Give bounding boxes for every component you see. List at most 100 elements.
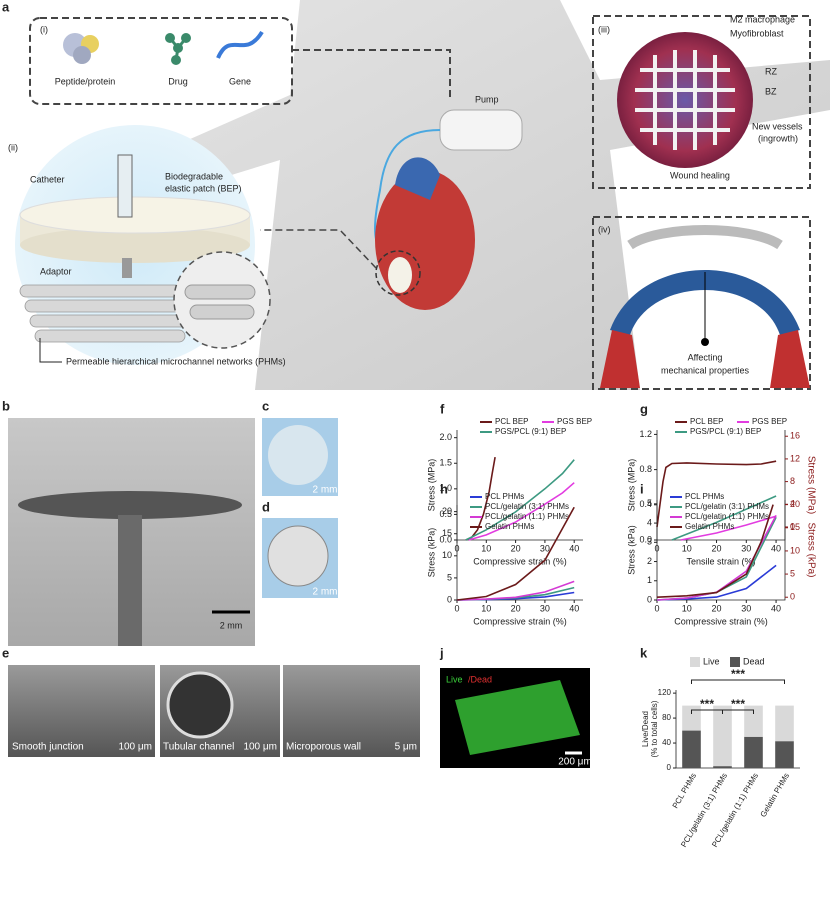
- connector: [292, 49, 451, 100]
- x-tick-label: 0: [654, 603, 659, 613]
- y-axis-label: Stress (kPa): [626, 525, 636, 575]
- pump: [439, 109, 523, 151]
- drug-icon: [165, 33, 191, 65]
- zone-label: BZ: [765, 86, 777, 96]
- y-tick-label: 0.4: [639, 499, 652, 509]
- sem-caption: Tubular channel: [163, 742, 234, 753]
- x-tick-label: 10: [481, 603, 491, 613]
- patch-grid-photo: [267, 525, 329, 587]
- y-tick-label: 2.0: [439, 432, 452, 442]
- sem-caption: Smooth junction: [12, 742, 84, 753]
- bar: [744, 705, 763, 737]
- y-axis-label: Stress (kPa): [426, 528, 436, 578]
- y-tick-label: 120: [658, 688, 672, 697]
- leader: [39, 338, 62, 363]
- y-tick-label: 15: [442, 528, 452, 538]
- x-tick-label: 30: [741, 543, 751, 553]
- patch-arc: [627, 225, 783, 250]
- bar: [713, 766, 732, 768]
- y2-axis-label: Stress (kPa): [805, 522, 816, 577]
- scale-label: 100 μm: [243, 742, 277, 753]
- channel: [166, 671, 234, 739]
- wound-label: Wound healing: [670, 170, 730, 180]
- axis-line: [656, 500, 786, 601]
- legend-label: PGS/PCL (9:1) BEP: [690, 427, 761, 436]
- significance-label: ***: [731, 697, 745, 711]
- y-tick-label: 5: [647, 498, 652, 508]
- panel-label: b: [2, 398, 10, 413]
- bep-label: Biodegradable: [165, 171, 223, 181]
- x-tick-label: 20: [511, 543, 521, 553]
- bep-label: elastic patch (BEP): [165, 183, 242, 193]
- legend-label: PGS BEP: [752, 417, 787, 426]
- cell-layer: [455, 680, 580, 755]
- y-tick-label: 0.8: [639, 464, 652, 474]
- tube-detail: [184, 284, 256, 300]
- panel-label: e: [2, 645, 9, 660]
- scale-label: 200 μm: [558, 757, 592, 768]
- phms-zoom: [173, 251, 271, 349]
- y-tick-label: 0.0: [439, 534, 452, 544]
- legend-label: PCL PHMs: [685, 492, 724, 501]
- bep-bottom: [20, 227, 250, 263]
- data-line: [468, 482, 575, 541]
- x-tick-label: PCL PHMs: [671, 772, 698, 811]
- patch-photo: [268, 425, 328, 485]
- agent-label: Gene: [229, 76, 251, 86]
- legend-label: Gelatin PHMs: [685, 522, 734, 531]
- x-tick-label: 10: [682, 603, 692, 613]
- data-line: [456, 506, 575, 601]
- y2-axis-label: Stress (MPa): [805, 456, 816, 514]
- y-tick-label: 0: [447, 594, 452, 604]
- legend-label: PCL/gelatin (1:1) PHMs: [485, 512, 569, 521]
- tube-detail: [189, 304, 255, 320]
- adaptor-label: Adaptor: [40, 266, 72, 276]
- axis-line: [656, 430, 786, 541]
- y2-tick-label: 15: [790, 522, 800, 532]
- data-line: [680, 515, 777, 541]
- data-line: [656, 504, 774, 598]
- cell-label: M2 macrophage: [730, 14, 795, 24]
- legend-label: PCL/gelatin (3:1) PHMs: [685, 502, 769, 511]
- y-tick-label: 0: [667, 763, 672, 772]
- bar: [682, 730, 701, 768]
- y-tick-label: 5: [447, 572, 452, 582]
- panel-label: i: [640, 481, 644, 496]
- panel-label: a: [2, 0, 10, 14]
- panel-label: g: [640, 401, 648, 416]
- y-tick-label: 1: [647, 575, 652, 585]
- y-tick-label: 1.2: [639, 429, 652, 439]
- y-tick-label: 3: [647, 537, 652, 547]
- scale-label: 100 μm: [118, 742, 152, 753]
- y-axis-label: Stress (MPa): [626, 459, 636, 512]
- significance-label: ***: [731, 667, 745, 681]
- panel-a-art: [15, 0, 830, 390]
- x-tick-label: 30: [741, 603, 751, 613]
- y2-tick-label: 5: [790, 568, 795, 578]
- wound-area: [617, 32, 753, 168]
- panel-label: d: [262, 499, 270, 514]
- y-tick-label: 1.5: [439, 458, 452, 468]
- x-tick-label: 40: [569, 603, 579, 613]
- x-tick-label: 20: [511, 603, 521, 613]
- data-line: [456, 580, 575, 601]
- legend-label: Gelatin PHMs: [485, 522, 534, 531]
- y-tick-label: 20: [442, 506, 452, 516]
- stain-dead: /Dead: [468, 674, 492, 684]
- y-tick-label: 2: [647, 556, 652, 566]
- x-tick-label: Gelatin PHMs: [759, 772, 791, 819]
- patch: [388, 257, 412, 293]
- pump-label: Pump: [475, 94, 499, 104]
- x-tick-label: 20: [712, 543, 722, 553]
- agent-label: Drug: [168, 76, 188, 86]
- x-axis-label: Tensile strain (%): [686, 556, 755, 566]
- scale-label: 2 mm: [313, 485, 338, 496]
- bar: [775, 741, 794, 768]
- subpanel-label: (ii): [8, 142, 18, 152]
- x-axis-label: Compressive strain (%): [473, 556, 567, 566]
- y-axis-label: (% to total cells): [650, 700, 659, 757]
- subpanel-label: (iii): [598, 24, 610, 34]
- pointer-dot: [701, 338, 709, 346]
- y-tick-label: 0.0: [639, 534, 652, 544]
